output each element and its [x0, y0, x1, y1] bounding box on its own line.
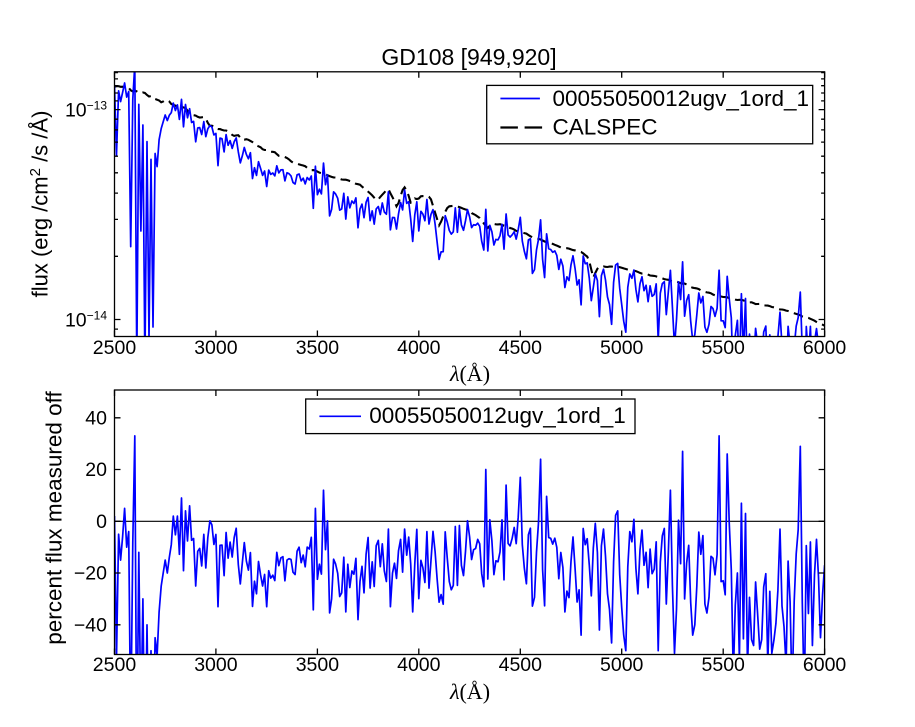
svg-text:40: 40 — [85, 407, 107, 429]
svg-text:3000: 3000 — [194, 654, 238, 676]
svg-text:percent flux measured off: percent flux measured off — [42, 391, 67, 645]
svg-text:4500: 4500 — [499, 654, 543, 676]
svg-text:λ(Å): λ(Å) — [449, 679, 490, 704]
svg-text:4000: 4000 — [397, 654, 441, 676]
svg-text:3500: 3500 — [296, 337, 340, 359]
svg-text:4000: 4000 — [397, 337, 441, 359]
svg-text:5000: 5000 — [600, 337, 644, 359]
svg-text:0: 0 — [96, 511, 107, 533]
svg-text:20: 20 — [85, 459, 107, 481]
svg-text:−40: −40 — [74, 614, 107, 636]
svg-text:4500: 4500 — [499, 337, 543, 359]
svg-text:3500: 3500 — [296, 654, 340, 676]
svg-text:5500: 5500 — [702, 337, 746, 359]
svg-text:00055050012ugv_1ord_1: 00055050012ugv_1ord_1 — [369, 403, 626, 428]
svg-text:CALSPEC: CALSPEC — [553, 115, 658, 140]
svg-text:λ(Å): λ(Å) — [449, 361, 490, 386]
svg-text:3000: 3000 — [194, 337, 238, 359]
svg-text:5500: 5500 — [702, 654, 746, 676]
svg-text:00055050012ugv_1ord_1: 00055050012ugv_1ord_1 — [553, 86, 810, 111]
svg-text:2500: 2500 — [93, 654, 137, 676]
svg-text:5000: 5000 — [600, 654, 644, 676]
svg-text:6000: 6000 — [803, 654, 847, 676]
svg-text:GD108 [949,920]: GD108 [949,920] — [381, 44, 556, 70]
svg-text:−20: −20 — [74, 563, 107, 585]
svg-text:2500: 2500 — [93, 337, 137, 359]
svg-text:6000: 6000 — [803, 337, 847, 359]
svg-text:flux (erg /cm2 /s /Å): flux (erg /cm2 /s /Å) — [27, 111, 53, 298]
